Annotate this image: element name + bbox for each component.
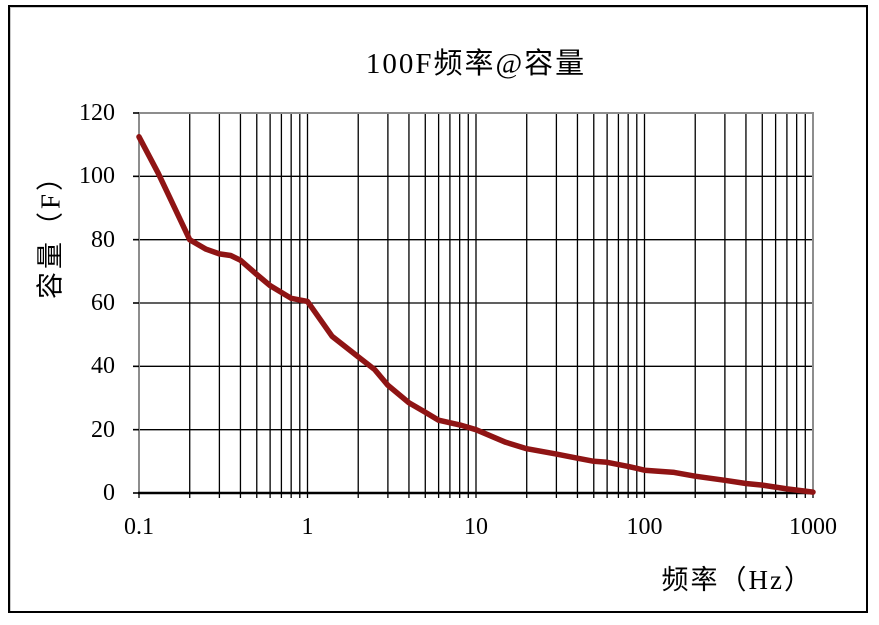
plot-area — [133, 112, 816, 498]
y-tick-label: 120 — [79, 100, 115, 126]
x-tick-label: 1000 — [789, 514, 837, 540]
y-tick-label: 40 — [91, 353, 115, 380]
chart-title: 100F频率@容量 — [365, 48, 587, 80]
y-tick-label: 60 — [91, 290, 115, 316]
x-tick-label: 10 — [464, 514, 488, 540]
chart-outer-border — [8, 5, 868, 613]
y-tick-label: 80 — [91, 226, 115, 253]
x-tick-label: 1 — [301, 514, 314, 540]
capacity-curve — [136, 134, 816, 495]
y-tick-label: 100 — [79, 163, 115, 190]
x-tick-label: 0.1 — [124, 514, 154, 540]
x-tick-label: 100 — [626, 514, 663, 540]
y-tick-label: 20 — [91, 416, 115, 443]
x-axis-title: 频率（Hz） — [661, 565, 813, 595]
y-tick-label: 0 — [103, 480, 115, 506]
